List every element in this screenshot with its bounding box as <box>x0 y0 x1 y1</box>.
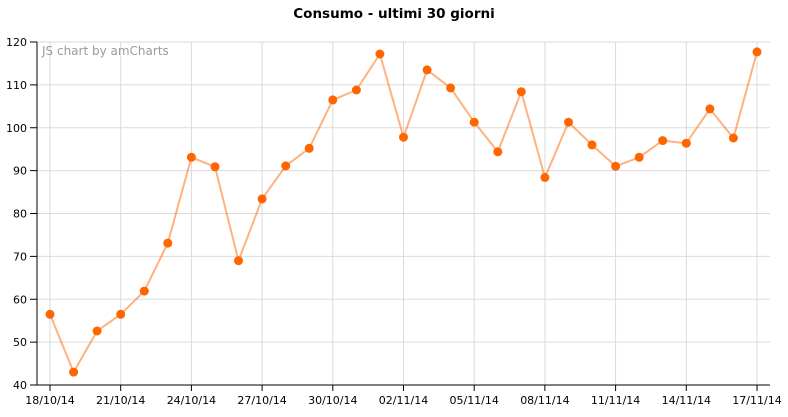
data-point[interactable] <box>611 161 621 171</box>
data-point[interactable] <box>328 95 338 105</box>
data-point[interactable] <box>422 65 432 75</box>
y-axis-label: 100 <box>6 122 27 135</box>
data-point[interactable] <box>257 194 267 204</box>
data-point[interactable] <box>681 138 691 148</box>
data-point[interactable] <box>92 326 102 336</box>
data-point[interactable] <box>210 162 220 172</box>
data-point[interactable] <box>658 136 668 146</box>
data-point[interactable] <box>186 152 196 162</box>
x-axis-label: 05/11/14 <box>449 394 498 407</box>
chart-title: Consumo - ultimi 30 giorni <box>293 6 495 22</box>
data-point[interactable] <box>728 133 738 143</box>
data-point[interactable] <box>375 49 385 59</box>
data-point[interactable] <box>351 85 361 95</box>
data-point[interactable] <box>163 238 173 248</box>
data-point[interactable] <box>493 147 503 157</box>
data-point[interactable] <box>705 104 715 114</box>
data-point[interactable] <box>399 132 408 142</box>
data-point[interactable] <box>116 309 126 319</box>
data-point[interactable] <box>69 367 79 377</box>
y-axis-label: 90 <box>13 165 27 178</box>
y-axis-label: 60 <box>13 293 27 306</box>
data-point[interactable] <box>634 152 644 162</box>
y-axis-label: 80 <box>13 208 27 221</box>
x-axis-label: 21/10/14 <box>96 394 145 407</box>
data-point[interactable] <box>540 173 550 182</box>
data-point[interactable] <box>139 286 149 296</box>
x-axis-label: 02/11/14 <box>379 394 428 407</box>
data-point[interactable] <box>446 83 456 93</box>
x-axis-label: 17/11/14 <box>732 394 781 407</box>
y-axis-label: 110 <box>6 79 27 92</box>
data-point[interactable] <box>234 256 243 266</box>
amcharts-watermark-link[interactable]: JS chart by amCharts <box>42 44 169 58</box>
x-axis-label: 14/11/14 <box>662 394 711 407</box>
data-point[interactable] <box>587 140 597 150</box>
x-axis-label: 24/10/14 <box>167 394 216 407</box>
x-axis-label: 11/11/14 <box>591 394 640 407</box>
data-point[interactable] <box>469 117 479 127</box>
data-point[interactable] <box>45 309 55 319</box>
x-axis-label: 30/10/14 <box>308 394 357 407</box>
x-axis-label: 08/11/14 <box>520 394 569 407</box>
data-point[interactable] <box>304 143 314 153</box>
x-axis-label: 27/10/14 <box>237 394 286 407</box>
y-axis-label: 70 <box>13 250 27 263</box>
y-axis-label: 120 <box>6 36 27 49</box>
y-axis-label: 40 <box>13 379 27 392</box>
data-point[interactable] <box>564 117 573 127</box>
y-axis-label: 50 <box>13 336 27 349</box>
data-point[interactable] <box>516 87 526 97</box>
data-point[interactable] <box>281 161 291 171</box>
x-axis-label: 18/10/14 <box>25 394 74 407</box>
data-point[interactable] <box>752 47 762 57</box>
